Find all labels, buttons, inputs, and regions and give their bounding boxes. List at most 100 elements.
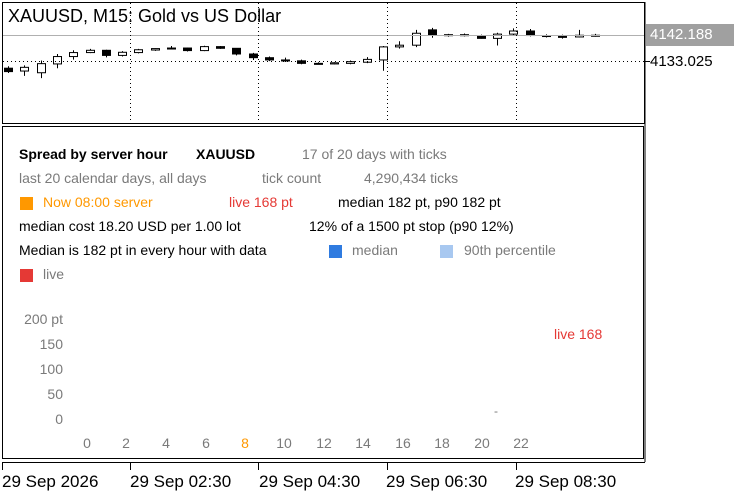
candle-body <box>395 44 404 48</box>
candle <box>134 48 143 54</box>
candle-body <box>20 66 29 72</box>
candle-body <box>69 52 78 58</box>
candle <box>346 60 355 65</box>
candle-body <box>183 47 192 52</box>
candle-body <box>200 46 209 52</box>
legend-p90-swatch <box>440 245 453 258</box>
candle-body <box>118 51 127 56</box>
missing-hour-mark: - <box>494 404 498 418</box>
median-info: median 182 pt, p90 182 pt <box>338 194 501 210</box>
candle <box>493 32 502 46</box>
time-label-1: 29 Sep 02:30 <box>130 472 232 491</box>
candle <box>379 46 388 71</box>
candle-body <box>493 33 502 39</box>
x-tick-20: 20 <box>474 435 490 451</box>
tick-count-label: tick count <box>262 170 322 186</box>
stop-info: 12% of a 1500 pt stop (p90 12%) <box>309 218 514 234</box>
x-tick-4: 4 <box>162 435 170 451</box>
legend-median-swatch <box>329 245 342 258</box>
candle <box>509 28 518 35</box>
candle-body <box>297 60 306 64</box>
candle <box>281 57 290 62</box>
x-tick-6: 6 <box>202 435 210 451</box>
candle-body <box>232 47 241 55</box>
live-spread-label: live 168 pt <box>229 194 293 210</box>
time-label-0: 29 Sep 2026 <box>2 472 99 491</box>
x-tick-14: 14 <box>355 435 371 451</box>
candle <box>216 46 225 49</box>
x-tick-10: 10 <box>276 435 292 451</box>
candle-body <box>4 67 13 73</box>
candle <box>20 65 29 76</box>
candle-body <box>314 62 323 65</box>
spread-panel: Spread by server hour XAUUSD 17 of 20 da… <box>2 126 644 459</box>
candle-body <box>558 35 567 38</box>
candle <box>53 53 62 69</box>
candle <box>102 49 111 58</box>
now-marker <box>20 197 33 210</box>
candle <box>200 45 209 52</box>
time-label-3: 29 Sep 06:30 <box>386 472 488 491</box>
candle-body <box>249 53 258 59</box>
y-tick-100: 100 <box>39 361 63 377</box>
candle <box>412 29 421 48</box>
x-tick-12: 12 <box>316 435 332 451</box>
candle <box>69 50 78 60</box>
legend-p90-label: 90th percentile <box>464 242 556 258</box>
y-tick-50: 50 <box>47 386 63 402</box>
candle-body <box>102 49 111 56</box>
candle <box>118 51 127 57</box>
candle-body <box>412 32 421 46</box>
chart-title: XAUUSD, M15: Gold vs US Dollar <box>8 6 282 26</box>
now-label: Now 08:00 server <box>43 194 153 210</box>
candle <box>86 48 95 54</box>
x-tick-2: 2 <box>122 435 130 451</box>
candle <box>428 27 437 38</box>
candle <box>232 47 241 56</box>
period-text: last 20 calendar days, all days <box>19 170 207 186</box>
legend-median-label: median <box>352 242 398 258</box>
candle <box>314 62 323 65</box>
candle <box>395 41 404 49</box>
x-tick-0: 0 <box>83 435 91 451</box>
x-tick-16: 16 <box>395 435 411 451</box>
candle-body <box>216 46 225 49</box>
panel-symbol: XAUUSD <box>196 146 256 162</box>
candle-body <box>265 57 274 61</box>
days-note: 17 of 20 days with ticks <box>302 146 447 162</box>
candle <box>330 62 339 65</box>
y-tick-0: 0 <box>55 411 63 427</box>
candle-body <box>281 59 290 62</box>
x-tick-8: 8 <box>241 435 249 451</box>
x-tick-22: 22 <box>513 435 529 451</box>
candle <box>183 47 192 52</box>
panel-title: Spread by server hour <box>19 146 168 162</box>
candle <box>297 59 306 65</box>
candle-body <box>526 30 535 37</box>
candle-body <box>509 30 518 35</box>
candle-body <box>86 49 95 54</box>
summary-text: Median is 182 pt in every hour with data <box>19 242 267 258</box>
candle-body <box>379 46 388 61</box>
candle-body <box>53 56 62 65</box>
x-tick-18: 18 <box>434 435 450 451</box>
price-level-label: 4133.025 <box>650 53 713 70</box>
time-label-4: 29 Sep 08:30 <box>515 472 617 491</box>
candle <box>167 46 176 50</box>
candle-body <box>346 61 355 64</box>
live-line-label: live 168 <box>554 326 603 342</box>
y-tick-150: 150 <box>39 336 63 352</box>
candle <box>37 60 46 79</box>
current-price-tag: 4142.188 <box>646 24 734 46</box>
cost-info: median cost 18.20 USD per 1.00 lot <box>19 218 241 234</box>
candle-body <box>134 49 143 54</box>
tick-count-value: 4,290,434 ticks <box>364 170 459 186</box>
legend-live-label: live <box>43 266 65 282</box>
candle <box>151 48 160 51</box>
candle <box>575 29 584 38</box>
candle <box>249 52 258 60</box>
candle <box>4 66 13 74</box>
candle <box>265 56 274 62</box>
candle-body <box>37 63 46 74</box>
y-tick-200: 200 pt <box>24 311 63 327</box>
